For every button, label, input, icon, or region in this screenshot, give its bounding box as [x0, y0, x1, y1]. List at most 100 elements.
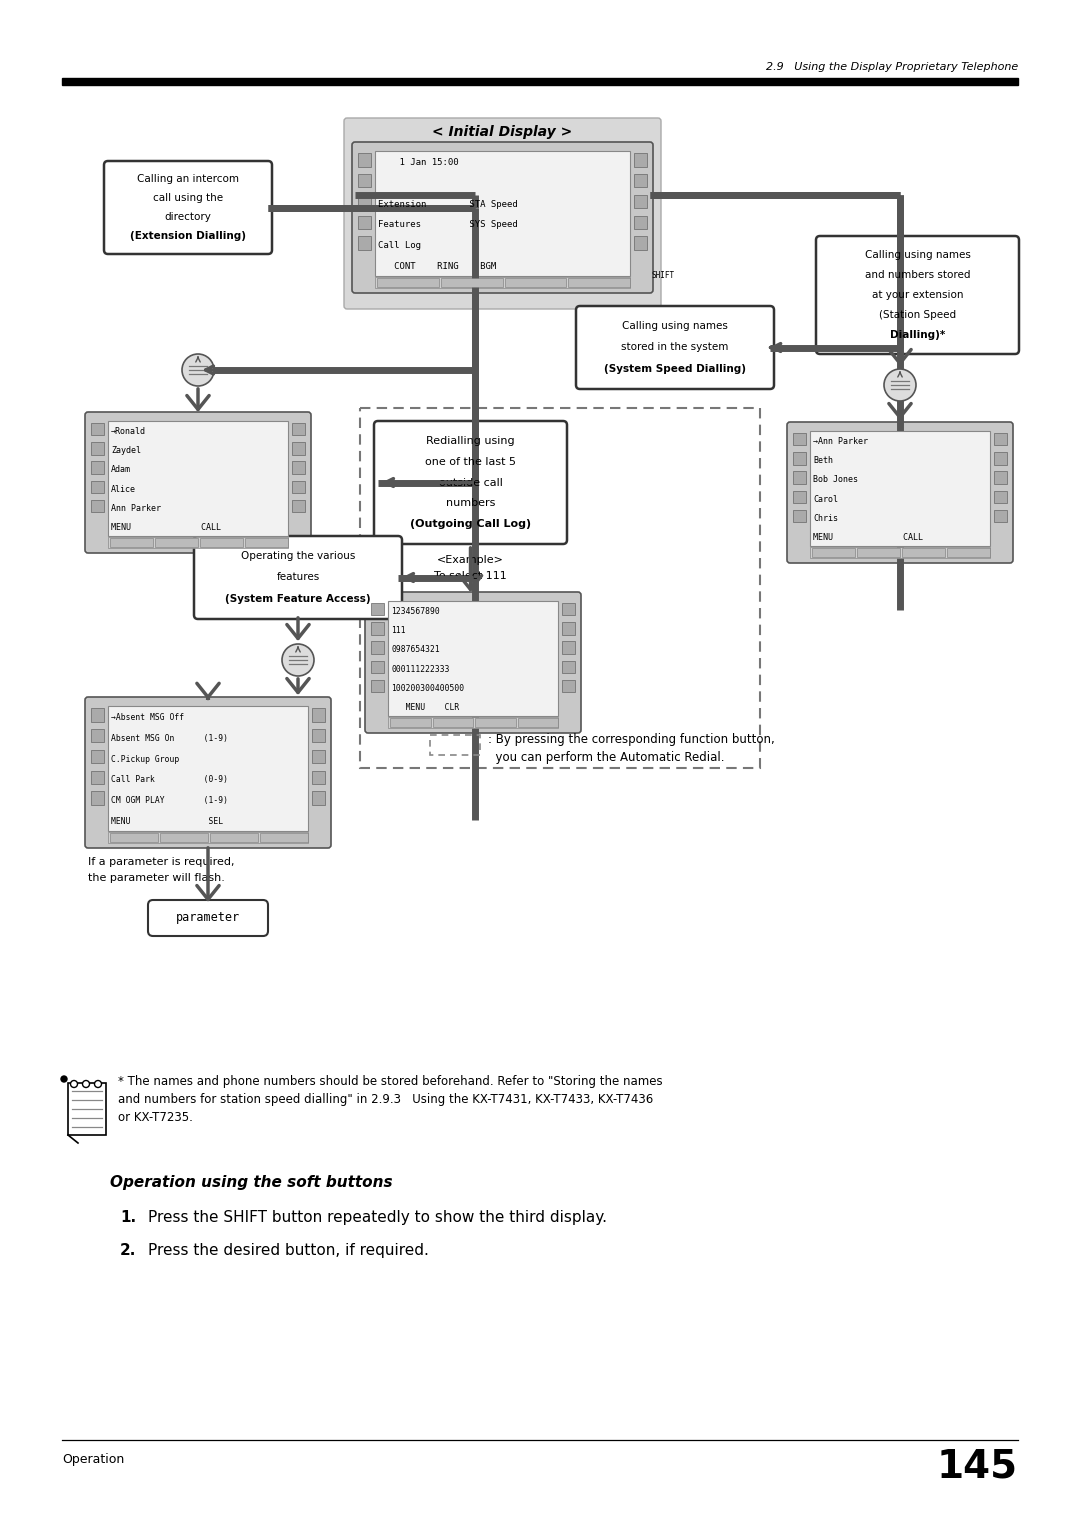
- Text: (Station Speed: (Station Speed: [879, 310, 956, 319]
- Text: : By pressing the corresponding function button,: : By pressing the corresponding function…: [488, 733, 774, 747]
- Bar: [388, 601, 558, 717]
- Bar: [375, 277, 630, 287]
- Text: (System Speed Dialling): (System Speed Dialling): [604, 364, 746, 374]
- Text: To select 111: To select 111: [434, 571, 507, 581]
- Text: CONT    RING    BGM: CONT RING BGM: [378, 261, 496, 270]
- Bar: [312, 707, 325, 721]
- Bar: [793, 432, 806, 446]
- Text: →Ann Parker: →Ann Parker: [813, 437, 868, 446]
- Text: 2.9   Using the Display Proprietary Telephone: 2.9 Using the Display Proprietary Teleph…: [766, 63, 1018, 72]
- Text: Beth: Beth: [813, 457, 833, 466]
- Text: Carol: Carol: [813, 495, 838, 504]
- Bar: [260, 833, 308, 842]
- Text: parameter: parameter: [176, 912, 240, 924]
- Text: Dialling)*: Dialling)*: [890, 330, 945, 341]
- FancyBboxPatch shape: [104, 160, 272, 254]
- Bar: [994, 471, 1007, 484]
- Text: Operation: Operation: [62, 1453, 124, 1465]
- Bar: [793, 510, 806, 523]
- Bar: [372, 642, 384, 654]
- Text: Operation using the soft buttons: Operation using the soft buttons: [110, 1175, 393, 1190]
- Bar: [504, 278, 566, 287]
- Bar: [108, 422, 288, 536]
- Text: Calling using names: Calling using names: [865, 251, 971, 260]
- Text: Call Park          (0-9): Call Park (0-9): [111, 775, 228, 784]
- Text: 1 Jan 15:00: 1 Jan 15:00: [378, 157, 459, 167]
- Bar: [292, 480, 305, 494]
- Text: Operating the various: Operating the various: [241, 552, 355, 561]
- Text: at your extension: at your extension: [872, 290, 963, 299]
- Bar: [108, 706, 308, 831]
- Text: MENU              CALL: MENU CALL: [111, 523, 221, 532]
- Bar: [160, 833, 208, 842]
- Bar: [812, 549, 855, 558]
- Bar: [110, 538, 153, 547]
- Text: directory: directory: [164, 212, 212, 222]
- Text: Press the SHIFT button repeatedly to show the third display.: Press the SHIFT button repeatedly to sho…: [148, 1210, 607, 1225]
- Bar: [357, 153, 372, 167]
- Bar: [634, 237, 647, 251]
- Text: call using the: call using the: [153, 193, 224, 203]
- Bar: [292, 423, 305, 435]
- Text: (Extension Dialling): (Extension Dialling): [130, 231, 246, 241]
- Text: and numbers for station speed dialling" in 2.9.3   Using the KX-T7431, KX-T7433,: and numbers for station speed dialling" …: [118, 1093, 653, 1106]
- Text: and numbers stored: and numbers stored: [865, 270, 970, 280]
- FancyBboxPatch shape: [816, 235, 1020, 354]
- Text: If a parameter is required,: If a parameter is required,: [87, 857, 234, 866]
- Text: outside call: outside call: [438, 477, 502, 487]
- Text: Extension        STA Speed: Extension STA Speed: [378, 200, 517, 208]
- Text: Redialling using: Redialling using: [427, 435, 515, 446]
- Bar: [312, 770, 325, 784]
- Text: 145: 145: [936, 1449, 1018, 1487]
- Bar: [91, 770, 104, 784]
- Text: →Absent MSG Off: →Absent MSG Off: [111, 714, 184, 721]
- Text: stored in the system: stored in the system: [621, 342, 729, 353]
- Text: →Ronald: →Ronald: [111, 428, 146, 435]
- Bar: [634, 153, 647, 167]
- Bar: [793, 490, 806, 503]
- Bar: [390, 718, 431, 727]
- Text: 111: 111: [391, 626, 406, 636]
- Bar: [91, 480, 104, 494]
- Bar: [108, 833, 308, 843]
- Text: C.Pickup Group: C.Pickup Group: [111, 755, 179, 764]
- Text: * The names and phone numbers should be stored beforehand. Refer to "Storing the: * The names and phone numbers should be …: [118, 1076, 663, 1088]
- Bar: [562, 680, 575, 692]
- Bar: [312, 792, 325, 805]
- Bar: [562, 642, 575, 654]
- Bar: [858, 549, 900, 558]
- Text: MENU                SEL: MENU SEL: [111, 817, 224, 827]
- Text: Bob Jones: Bob Jones: [813, 475, 858, 484]
- Bar: [91, 423, 104, 435]
- Bar: [200, 538, 243, 547]
- FancyBboxPatch shape: [148, 900, 268, 937]
- Bar: [994, 490, 1007, 503]
- Bar: [475, 718, 515, 727]
- Text: MENU    CLR: MENU CLR: [391, 703, 459, 712]
- FancyBboxPatch shape: [374, 422, 567, 544]
- Bar: [810, 547, 990, 558]
- Bar: [562, 660, 575, 672]
- Text: 2.: 2.: [120, 1242, 136, 1258]
- Bar: [91, 729, 104, 743]
- Bar: [432, 718, 473, 727]
- Bar: [91, 707, 104, 721]
- Bar: [441, 278, 502, 287]
- Bar: [91, 792, 104, 805]
- Text: CM OGM PLAY        (1-9): CM OGM PLAY (1-9): [111, 796, 228, 805]
- Bar: [357, 215, 372, 229]
- Bar: [375, 151, 630, 277]
- Text: numbers: numbers: [446, 498, 496, 509]
- Bar: [292, 461, 305, 474]
- Text: features: features: [276, 573, 320, 582]
- Bar: [994, 452, 1007, 465]
- Bar: [62, 78, 1018, 86]
- Text: Chris: Chris: [813, 513, 838, 523]
- FancyBboxPatch shape: [345, 118, 661, 309]
- Bar: [388, 717, 558, 727]
- Bar: [68, 1083, 106, 1135]
- Text: Adam: Adam: [111, 466, 131, 475]
- Bar: [634, 194, 647, 208]
- Bar: [108, 536, 288, 549]
- Text: SHIFT: SHIFT: [652, 270, 675, 280]
